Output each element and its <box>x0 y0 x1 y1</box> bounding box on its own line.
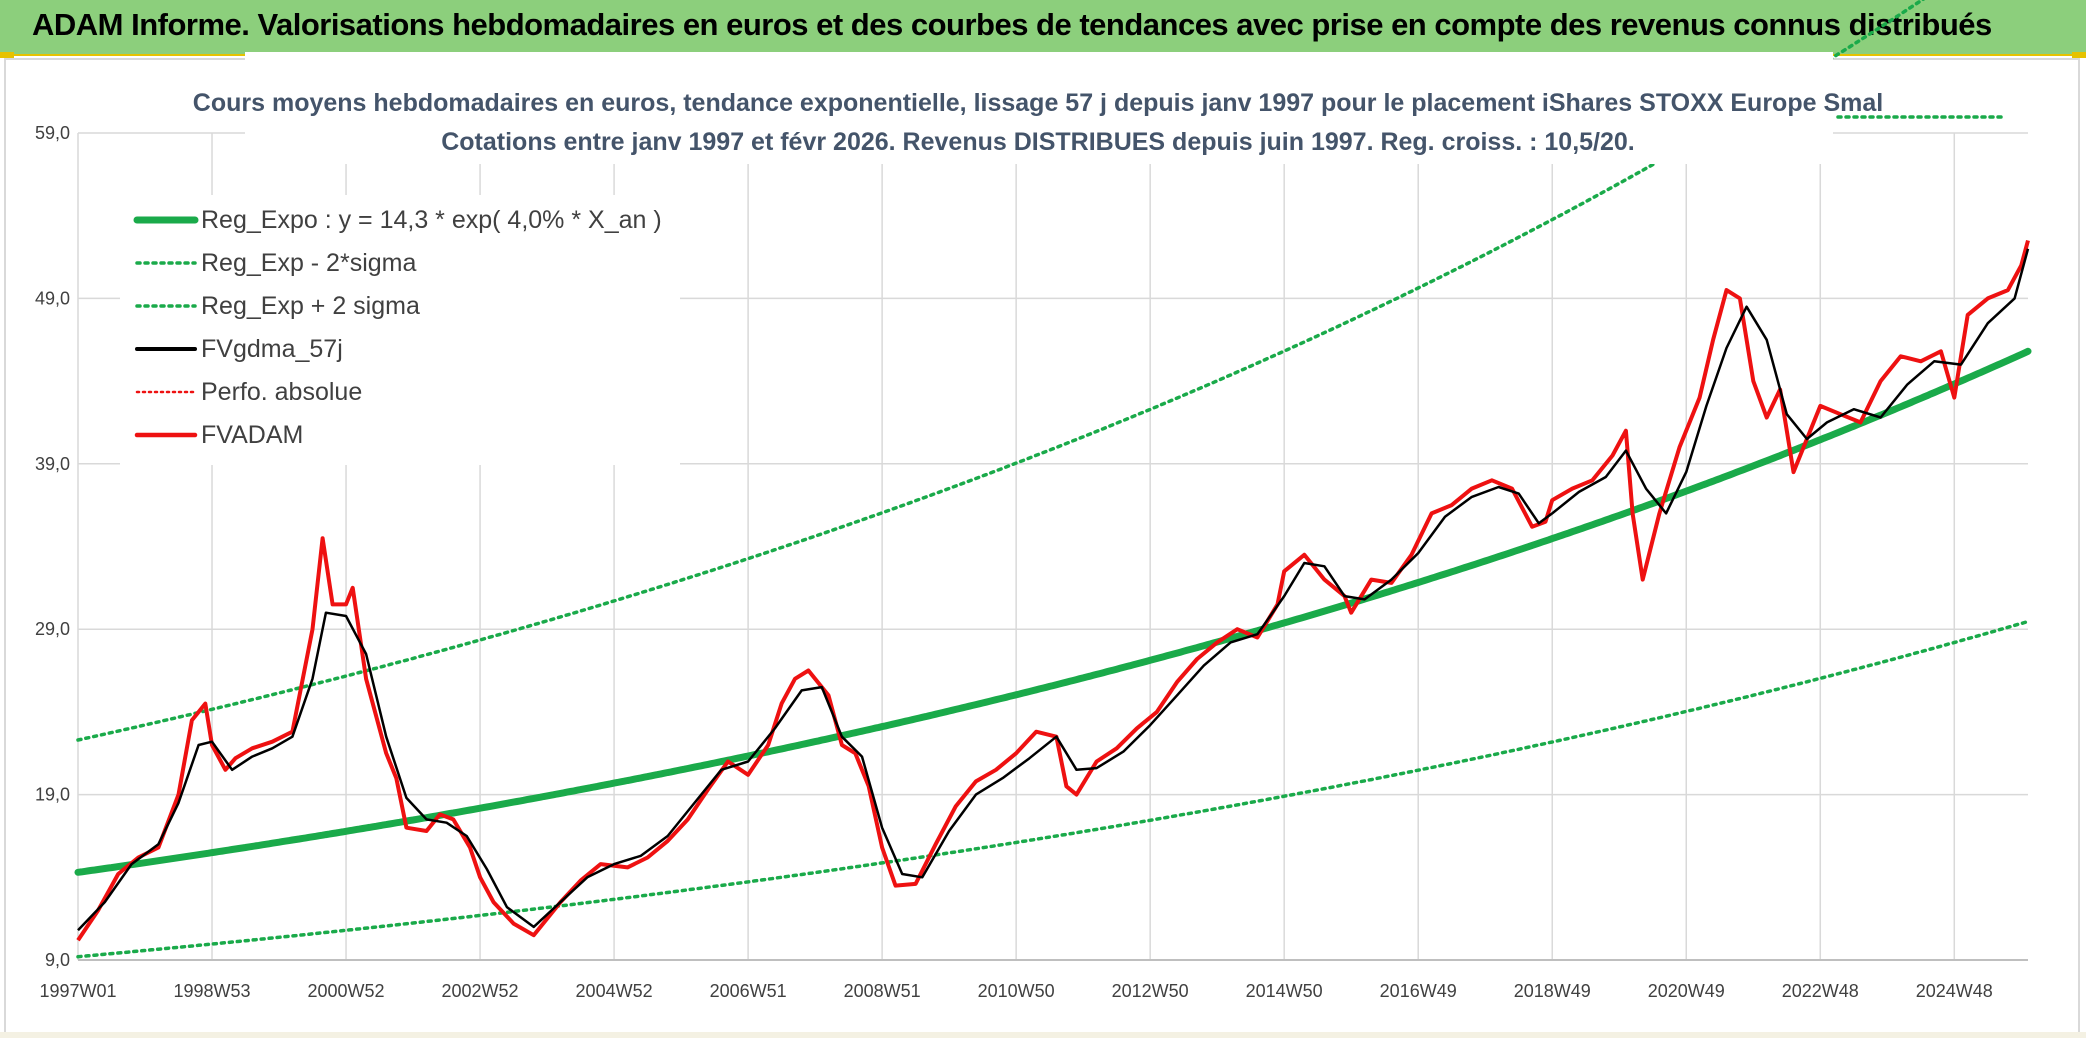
x-tick-label: 2024W48 <box>1916 981 1993 1001</box>
legend-label: Reg_Exp - 2*sigma <box>201 249 416 277</box>
x-tick-label: 2018W49 <box>1514 981 1591 1001</box>
x-tick-label: 2008W51 <box>844 981 921 1001</box>
series-fvgdma-57j <box>77 248 2030 932</box>
grid-lines <box>77 132 2028 961</box>
x-tick-label: 2020W49 <box>1648 981 1725 1001</box>
legend-backdrop <box>120 195 680 465</box>
series-layer <box>74 0 2032 959</box>
y-axis-ticks: 59,0 49,0 39,0 29,0 19,0 9,0 <box>35 123 70 970</box>
legend-label: Reg_Expo : y = 14,3 * exp( 4,0% * X_an ) <box>201 206 662 234</box>
x-tick-label: 1997W01 <box>39 981 116 1001</box>
x-tick-label: 1998W53 <box>173 981 250 1001</box>
y-tick-label: 59,0 <box>35 123 70 143</box>
report-banner: ADAM Informe. Valorisations hebdomadaire… <box>0 0 2086 56</box>
chart-legend: Reg_Expo : y = 14,3 * exp( 4,0% * X_an )… <box>120 115 2008 465</box>
x-tick-label: 2000W52 <box>308 981 385 1001</box>
legend-label: Perfo. absolue <box>201 378 362 406</box>
x-axis-ticks: 1997W01 1998W53 2000W52 2002W52 2004W52 2006W… <box>39 981 1992 1001</box>
y-tick-label: 29,0 <box>35 619 70 639</box>
x-tick-label: 2010W50 <box>978 981 1055 1001</box>
x-tick-label: 2006W51 <box>710 981 787 1001</box>
series-reg-expo <box>74 347 2032 876</box>
y-tick-label: 39,0 <box>35 454 70 474</box>
banner-corner-left <box>0 52 14 58</box>
x-tick-label: 2022W48 <box>1782 981 1859 1001</box>
legend-label: FVADAM <box>201 421 303 449</box>
x-tick-label: 2002W52 <box>442 981 519 1001</box>
report-title: ADAM Informe. Valorisations hebdomadaire… <box>32 7 1992 42</box>
legend-label: Reg_Exp + 2 sigma <box>201 292 420 320</box>
x-tick-label: 2004W52 <box>576 981 653 1001</box>
x-tick-label: 2012W50 <box>1112 981 1189 1001</box>
series-reg-exp-minus-2-sigma <box>76 619 2030 959</box>
x-tick-label: 2014W50 <box>1246 981 1323 1001</box>
series-reg-exp-plus-2-sigma <box>76 0 1926 742</box>
y-tick-label: 49,0 <box>35 288 70 308</box>
legend-label: FVgdma_57j <box>201 335 343 363</box>
bottom-strip <box>0 1032 2086 1038</box>
banner-corner-right <box>2072 52 2086 58</box>
y-tick-label: 19,0 <box>35 785 70 805</box>
chart-title-line-2: Cotations entre janv 1997 et févr 2026. … <box>441 128 1635 156</box>
chart-title-line-1: Cours moyens hebdomadaires en euros, ten… <box>193 89 1883 117</box>
x-tick-label: 2016W49 <box>1380 981 1457 1001</box>
title-backdrop <box>245 52 1833 164</box>
y-tick-label: 9,0 <box>45 950 70 970</box>
